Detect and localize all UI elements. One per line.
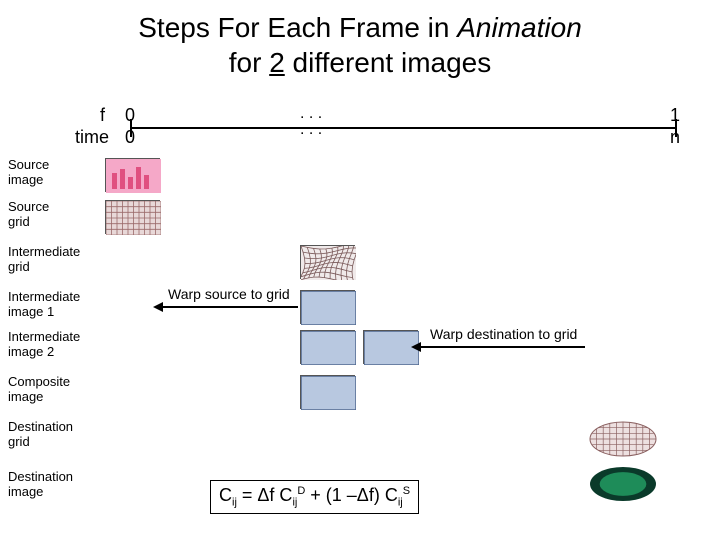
warp-dest-arrow-head	[411, 342, 421, 352]
composite-image-thumb	[300, 375, 355, 409]
warp-source-arrow	[162, 306, 298, 308]
axis-tick-right	[675, 119, 677, 137]
destination-grid-label: Destination grid	[8, 420, 98, 450]
axis-line	[130, 127, 675, 129]
destination-image-label: Destination image	[8, 470, 98, 500]
warp-dest-label: Warp destination to grid	[430, 326, 577, 342]
warp-source-arrow-head	[153, 302, 163, 312]
source-image-thumb	[105, 158, 160, 192]
title-line2a: for	[229, 47, 269, 78]
destination-image-thumb	[588, 465, 658, 503]
slide-title: Steps For Each Frame in Animation for 2 …	[0, 0, 720, 80]
intermediate-image1-label: Intermediate image 1	[8, 290, 98, 320]
intermediate-image2-thumb-a	[300, 330, 355, 364]
source-image-label: Source image	[8, 158, 98, 188]
title-line1b: Animation	[457, 12, 582, 43]
intermediate-image2-thumb-b	[363, 330, 418, 364]
intermediate-image2-label: Intermediate image 2	[8, 330, 98, 360]
formula: Cij = Δf CijD + (1 –Δf) CijS	[210, 480, 419, 514]
axis-time: time	[75, 127, 109, 148]
source-grid-thumb	[105, 200, 160, 234]
source-grid-label: Source grid	[8, 200, 98, 230]
warp-dest-arrow	[420, 346, 585, 348]
intermediate-grid-thumb	[300, 245, 355, 279]
warp-source-label: Warp source to grid	[168, 286, 290, 302]
composite-image-label: Composite image	[8, 375, 98, 405]
title-line2b: 2	[269, 47, 285, 78]
axis: f time 0 0 . . . . . . 1 n	[100, 105, 700, 155]
intermediate-image1-thumb	[300, 290, 355, 324]
intermediate-grid-label: Intermediate grid	[8, 245, 98, 275]
axis-f: f	[100, 105, 105, 126]
title-line1a: Steps For Each Frame in	[138, 12, 457, 43]
destination-grid-thumb	[588, 420, 658, 458]
title-line2c: different images	[285, 47, 492, 78]
axis-dots-bottom: . . .	[300, 121, 322, 139]
